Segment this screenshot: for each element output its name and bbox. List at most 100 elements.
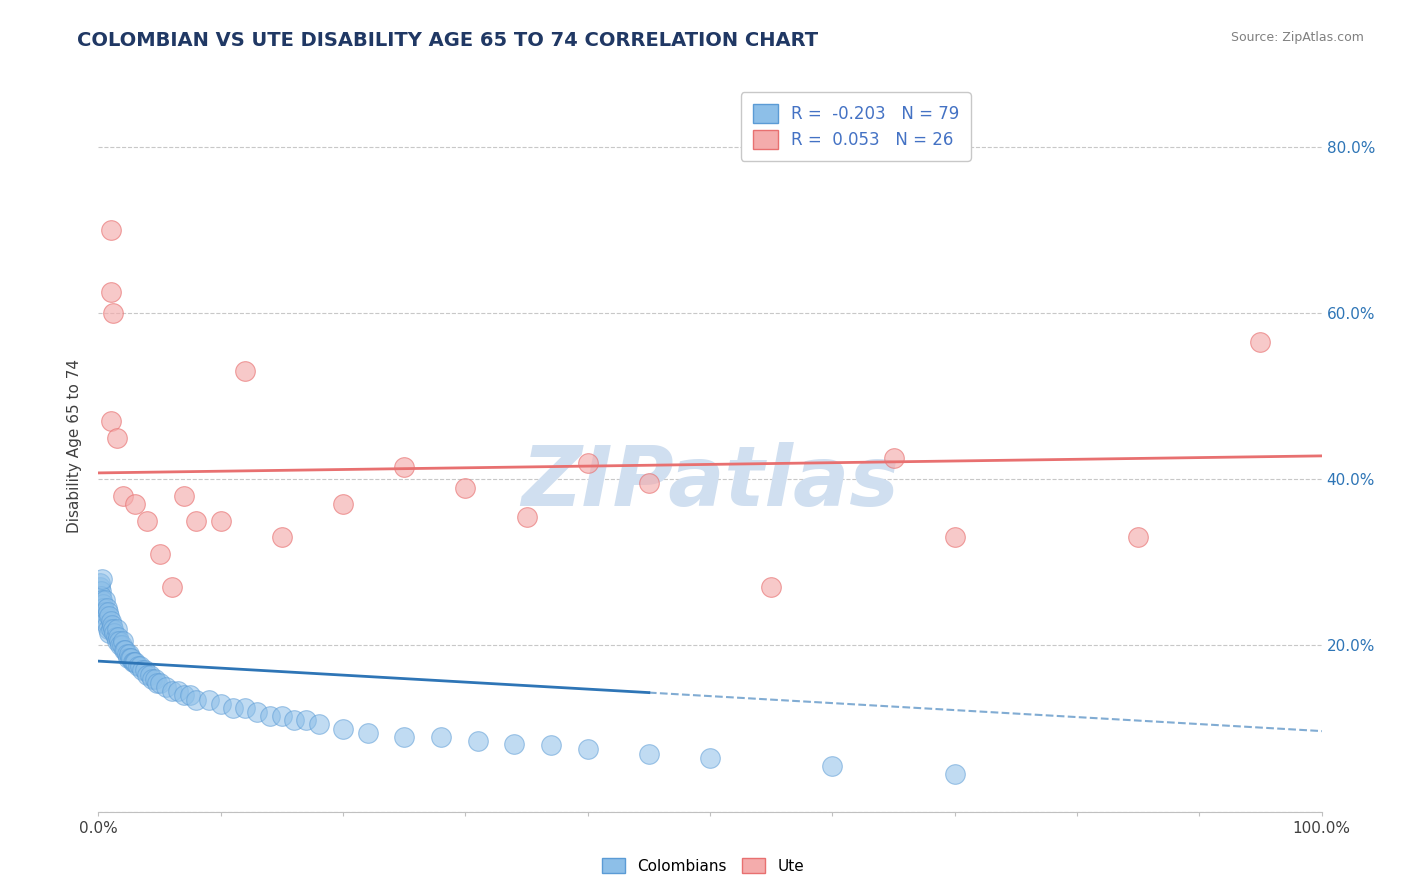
Y-axis label: Disability Age 65 to 74: Disability Age 65 to 74 bbox=[67, 359, 83, 533]
Point bbox=[100, 614, 122, 628]
Point bbox=[104, 630, 127, 644]
Point bbox=[155, 680, 177, 694]
Point bbox=[883, 451, 905, 466]
Point bbox=[100, 285, 122, 300]
Point bbox=[105, 622, 128, 636]
Point bbox=[136, 667, 159, 681]
Point bbox=[149, 676, 172, 690]
Point bbox=[821, 759, 844, 773]
Point bbox=[139, 667, 162, 681]
Point bbox=[101, 622, 124, 636]
Point bbox=[332, 722, 354, 736]
Point bbox=[122, 655, 145, 669]
Point bbox=[134, 664, 156, 678]
Point bbox=[118, 647, 141, 661]
Point bbox=[89, 580, 111, 594]
Point bbox=[637, 747, 661, 761]
Point bbox=[186, 514, 208, 528]
Point bbox=[259, 709, 281, 723]
Point bbox=[699, 750, 721, 764]
Point bbox=[270, 709, 294, 723]
Point bbox=[94, 614, 117, 628]
Point bbox=[90, 589, 112, 603]
Point bbox=[108, 634, 131, 648]
Point bbox=[124, 655, 146, 669]
Point bbox=[761, 580, 783, 594]
Point bbox=[97, 605, 120, 619]
Point bbox=[160, 684, 183, 698]
Point bbox=[97, 622, 120, 636]
Point bbox=[143, 672, 166, 686]
Point bbox=[111, 634, 134, 648]
Point bbox=[110, 639, 132, 653]
Point bbox=[467, 734, 489, 748]
Point bbox=[93, 592, 115, 607]
Point bbox=[115, 647, 138, 661]
Point bbox=[100, 414, 122, 428]
Point bbox=[173, 689, 195, 703]
Text: Source: ZipAtlas.com: Source: ZipAtlas.com bbox=[1230, 31, 1364, 45]
Point bbox=[233, 701, 256, 715]
Point bbox=[120, 651, 142, 665]
Point bbox=[392, 459, 416, 474]
Point bbox=[209, 697, 232, 711]
Point bbox=[100, 622, 122, 636]
Point bbox=[141, 672, 163, 686]
Point bbox=[127, 659, 149, 673]
Point bbox=[283, 714, 305, 728]
Point bbox=[89, 576, 111, 591]
Point bbox=[637, 476, 661, 491]
Point bbox=[943, 767, 966, 781]
Point bbox=[515, 509, 537, 524]
Point bbox=[98, 626, 121, 640]
Point bbox=[129, 659, 152, 673]
Point bbox=[136, 514, 159, 528]
Text: ZIPatlas: ZIPatlas bbox=[522, 442, 898, 523]
Point bbox=[111, 489, 134, 503]
Point bbox=[503, 737, 526, 751]
Point bbox=[233, 364, 256, 378]
Point bbox=[124, 497, 146, 511]
Point bbox=[1128, 530, 1150, 544]
Point bbox=[270, 530, 294, 544]
Point bbox=[111, 639, 134, 653]
Point bbox=[100, 223, 122, 237]
Point bbox=[246, 705, 269, 719]
Point bbox=[90, 584, 112, 599]
Point bbox=[121, 655, 143, 669]
Text: COLOMBIAN VS UTE DISABILITY AGE 65 TO 74 CORRELATION CHART: COLOMBIAN VS UTE DISABILITY AGE 65 TO 74… bbox=[77, 31, 818, 50]
Point bbox=[101, 306, 124, 320]
Point bbox=[160, 580, 183, 594]
Point bbox=[131, 664, 153, 678]
Point bbox=[91, 592, 114, 607]
Point bbox=[332, 497, 354, 511]
Point bbox=[197, 692, 219, 706]
Legend: Colombians, Ute: Colombians, Ute bbox=[596, 852, 810, 880]
Point bbox=[943, 530, 966, 544]
Point bbox=[107, 630, 129, 644]
Point bbox=[295, 714, 318, 728]
Point bbox=[91, 572, 114, 586]
Point bbox=[94, 609, 117, 624]
Point bbox=[103, 626, 125, 640]
Point bbox=[454, 481, 477, 495]
Point bbox=[117, 651, 139, 665]
Legend: R =  -0.203   N = 79, R =  0.053   N = 26: R = -0.203 N = 79, R = 0.053 N = 26 bbox=[741, 92, 970, 161]
Point bbox=[209, 514, 232, 528]
Point bbox=[540, 738, 562, 752]
Point bbox=[308, 717, 330, 731]
Point bbox=[91, 601, 114, 615]
Point bbox=[222, 701, 245, 715]
Point bbox=[112, 642, 135, 657]
Point bbox=[114, 642, 136, 657]
Point bbox=[98, 609, 121, 624]
Point bbox=[186, 692, 208, 706]
Point bbox=[96, 617, 118, 632]
Point bbox=[120, 651, 142, 665]
Point bbox=[392, 730, 416, 744]
Point bbox=[167, 684, 190, 698]
Point bbox=[91, 597, 114, 611]
Point bbox=[173, 489, 195, 503]
Point bbox=[101, 617, 124, 632]
Point bbox=[149, 547, 172, 561]
